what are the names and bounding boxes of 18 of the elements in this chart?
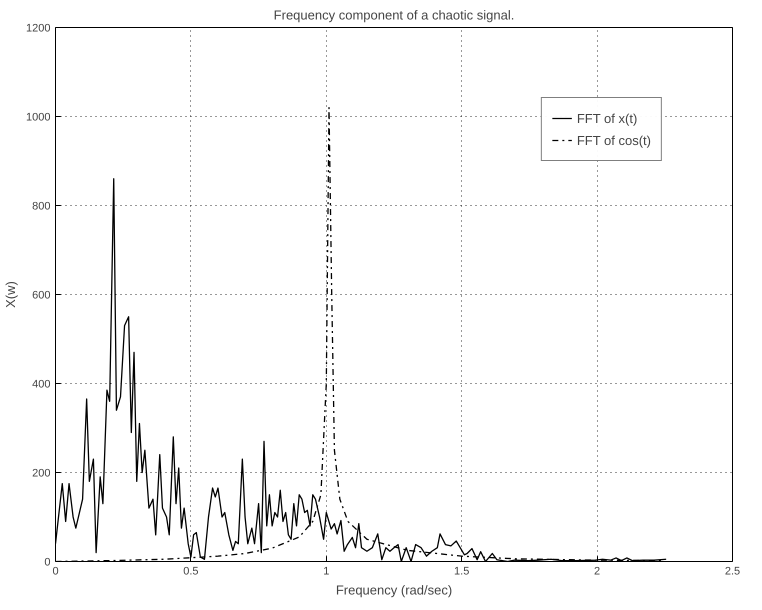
y-axis-title: X(w): [3, 281, 18, 308]
x-axis-title: Frequency (rad/sec): [336, 582, 452, 598]
legend-label: FFT of x(t): [576, 110, 638, 126]
x-tick-label: 0: [52, 566, 59, 578]
y-tick-label: 400: [32, 378, 51, 390]
y-tick-label: 0: [44, 556, 51, 568]
legend-label: FFT of cos(t): [576, 132, 651, 148]
y-tick-label: 600: [32, 290, 51, 302]
y-tick-label: 1200: [26, 22, 51, 34]
x-tick-label: 2.5: [724, 566, 740, 578]
x-tick-label: 1: [323, 566, 330, 578]
y-tick-label: 1000: [26, 112, 51, 124]
chart-title: Frequency component of a chaotic signal.: [274, 8, 514, 22]
y-tick-label: 200: [32, 468, 51, 480]
x-tick-label: 2: [594, 566, 600, 578]
x-tick-label: 1.5: [454, 566, 470, 578]
x-tick-label: 0.5: [183, 566, 199, 578]
y-tick-label: 800: [32, 200, 51, 212]
